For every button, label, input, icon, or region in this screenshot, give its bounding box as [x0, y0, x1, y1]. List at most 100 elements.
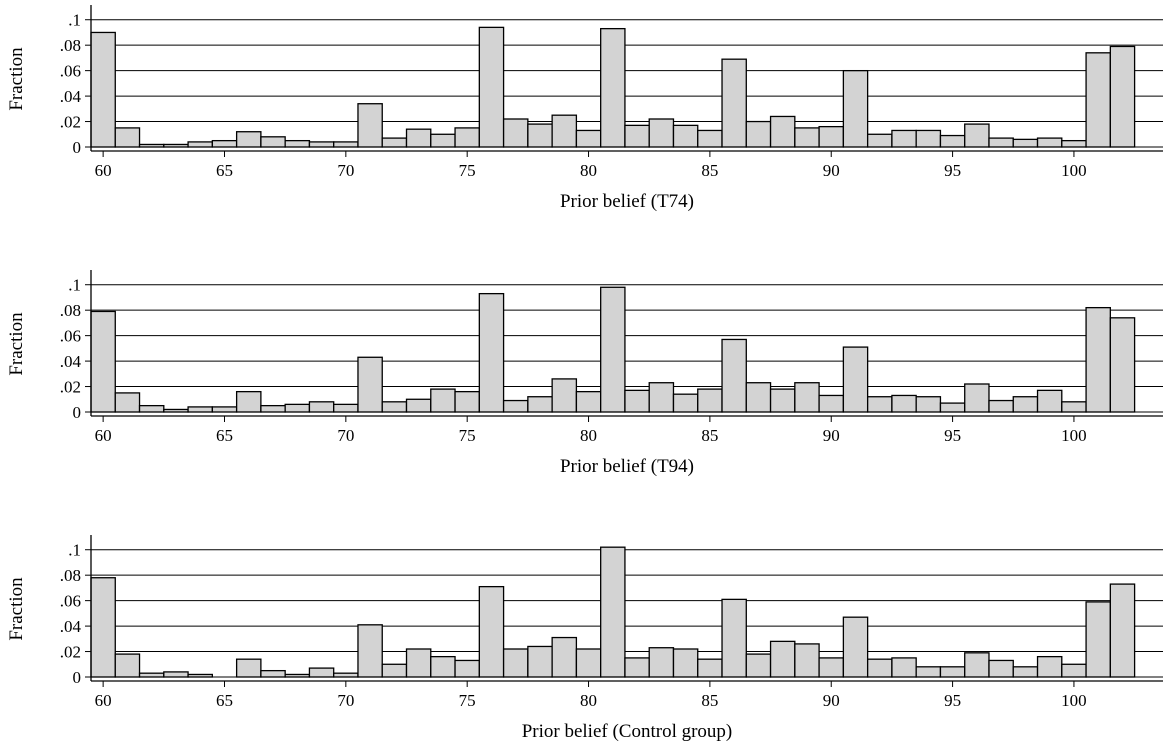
y-tick-label: .02 [60, 378, 81, 397]
histogram-bar [648, 382, 675, 413]
histogram-bar [891, 394, 917, 413]
histogram-bar [1061, 139, 1087, 148]
histogram-bar [381, 663, 408, 678]
histogram-bar [478, 292, 505, 413]
histogram-bar [187, 673, 213, 678]
x-tick-label: 65 [216, 426, 233, 445]
histogram-bar [163, 408, 189, 413]
histogram-bar [260, 136, 286, 148]
histogram-bar [235, 390, 262, 413]
histogram-bar [745, 653, 772, 678]
histogram-bar [430, 133, 456, 148]
histogram-bar [939, 134, 966, 148]
histogram-bar [697, 129, 723, 148]
x-tick-label: 100 [1061, 161, 1087, 180]
histogram-bar [90, 31, 116, 148]
histogram-bar [1036, 655, 1063, 678]
histogram-bar [211, 139, 238, 148]
y-axis-title: Fraction [6, 577, 27, 641]
histogram-bar [163, 671, 189, 678]
histogram-bar [114, 392, 141, 413]
histogram-bar [357, 356, 383, 413]
x-tick-label: 80 [580, 691, 597, 710]
histogram-bar [600, 546, 626, 678]
histogram-bar [939, 666, 966, 678]
histogram-bar [333, 403, 359, 413]
y-axis-title: Fraction [6, 312, 27, 376]
histogram-bar [333, 141, 359, 148]
x-tick-label: 70 [337, 426, 354, 445]
x-tick-label: 75 [459, 426, 476, 445]
x-tick-label: 60 [95, 691, 112, 710]
x-tick-label: 80 [580, 426, 597, 445]
histogram-bar [769, 640, 796, 678]
histogram-bar [163, 143, 189, 148]
histogram-bar [964, 652, 990, 678]
y-tick-label: .08 [60, 566, 81, 585]
x-tick-label: 85 [701, 161, 718, 180]
histogram-bar [138, 672, 165, 678]
x-tick-label: 85 [701, 691, 718, 710]
histogram-bar [502, 118, 529, 148]
histogram-bar [769, 388, 796, 413]
histogram-bar [624, 657, 650, 678]
histogram-bar [842, 616, 869, 678]
histogram-bar [502, 399, 529, 413]
y-tick-label: .1 [68, 276, 81, 295]
x-tick-label: 80 [580, 161, 597, 180]
histogram-bar [575, 648, 602, 678]
histogram-bar [235, 131, 262, 148]
histogram-bar [114, 127, 141, 148]
histogram-bar [1109, 583, 1136, 678]
histogram-bar [114, 653, 141, 678]
x-axis-title: Prior belief (T74) [560, 191, 694, 212]
histogram-bar [866, 658, 893, 678]
histogram-bar [648, 647, 675, 678]
histogram-bar [915, 396, 942, 413]
y-tick-label: .08 [60, 36, 81, 55]
histogram-bar [551, 378, 578, 413]
histogram-bar [1085, 601, 1111, 678]
y-tick-label: .04 [60, 87, 82, 106]
histogram-bar [90, 310, 116, 413]
histogram-bar [988, 659, 1014, 678]
histogram-bar [551, 636, 578, 678]
histogram-bar [502, 648, 529, 678]
histogram-bar [90, 577, 116, 678]
histogram-bar [357, 624, 383, 678]
x-tick-label: 90 [823, 691, 840, 710]
histogram-bar [866, 133, 893, 148]
histogram-bar [260, 669, 286, 678]
histogram-bar [551, 114, 578, 148]
y-tick-label: .06 [60, 592, 81, 611]
histogram-bar [721, 58, 747, 148]
histogram-bar [964, 383, 990, 413]
histogram-bar [1036, 389, 1063, 413]
histogram-bar [842, 69, 869, 148]
histogram-bar [1085, 306, 1111, 413]
histogram-bar [1012, 666, 1039, 678]
x-tick-label: 95 [944, 161, 961, 180]
histogram-bar [600, 27, 626, 148]
histogram-bar [138, 143, 165, 148]
x-tick-label: 60 [95, 426, 112, 445]
histogram-bar [454, 659, 480, 678]
histogram-bar [211, 406, 238, 413]
histogram-bar [964, 123, 990, 148]
y-tick-label: 0 [73, 403, 82, 422]
histogram-bar [333, 672, 359, 678]
y-tick-label: .04 [60, 352, 82, 371]
histogram-bar [381, 137, 408, 148]
histogram-bar [794, 382, 820, 413]
histogram-bar [478, 26, 505, 148]
x-tick-label: 95 [944, 691, 961, 710]
y-tick-label: 0 [73, 668, 82, 687]
x-tick-label: 75 [459, 691, 476, 710]
histogram-bar [818, 657, 845, 678]
histogram-bar [1085, 52, 1111, 148]
histogram-bar [527, 645, 553, 678]
histogram-bar [745, 120, 772, 148]
histogram-bar [988, 137, 1014, 148]
histogram-bar [454, 390, 480, 413]
